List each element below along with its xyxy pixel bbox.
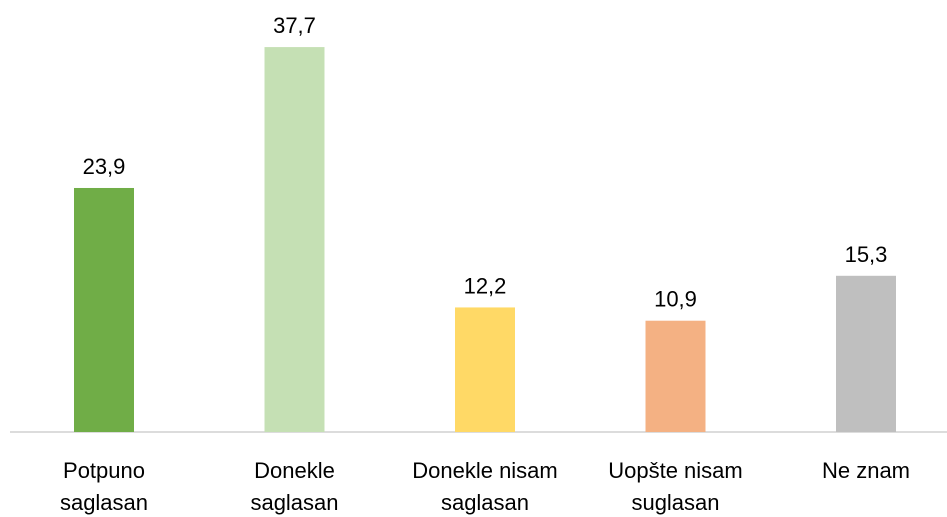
x-tick-label: Potpuno saglasan <box>59 458 149 515</box>
bar <box>836 275 896 432</box>
value-label: 23,9 <box>83 154 126 179</box>
bar <box>74 187 134 432</box>
bar <box>645 320 706 432</box>
x-tick-label: Ne znam <box>821 458 911 483</box>
value-label: 37,7 <box>273 13 316 38</box>
x-tick-label: Donekle nisam saglasan <box>412 458 558 515</box>
value-label: 15,3 <box>845 242 888 267</box>
x-tick-label: Donekle saglasan <box>250 458 339 515</box>
bar <box>264 47 325 432</box>
bar <box>455 307 515 432</box>
x-tick-label: Uopšte nisam suglasan <box>608 458 743 515</box>
value-label: 10,9 <box>654 287 697 312</box>
value-label: 12,2 <box>464 273 507 298</box>
